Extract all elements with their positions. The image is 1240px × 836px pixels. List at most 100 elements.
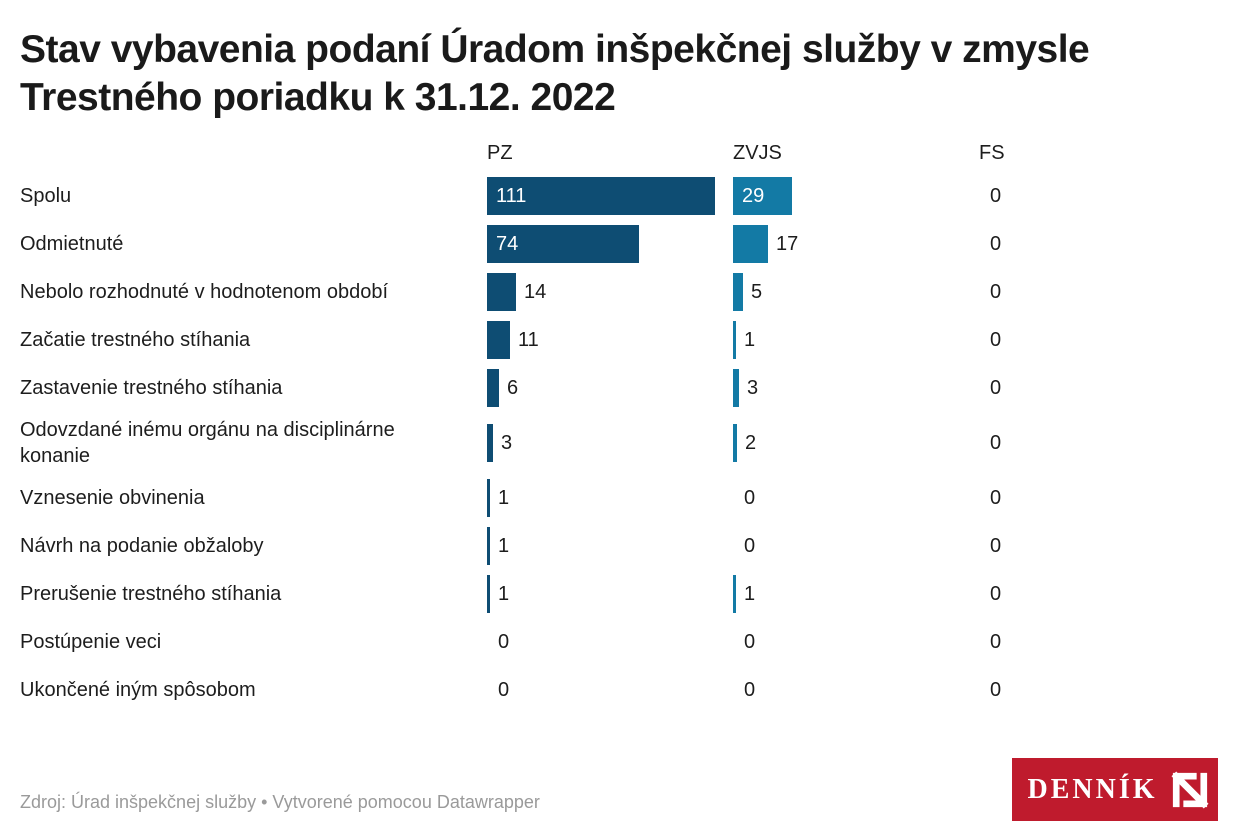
- chart-row: Ukončené iným spôsobom 0 0 0: [20, 666, 1240, 714]
- bar-cell-pz: 1: [487, 527, 733, 565]
- value-label: 1: [498, 486, 510, 509]
- column-header-fs: FS: [979, 142, 1005, 164]
- value-label: 0: [990, 486, 1002, 509]
- bar-pz: [487, 575, 490, 613]
- value-label: 0: [990, 630, 1002, 653]
- value-label: 11: [518, 328, 539, 351]
- chart-row: Odmietnuté 74 17 0: [20, 220, 1240, 268]
- bar-cell-pz: 74: [487, 225, 733, 263]
- bar-zvjs: 29: [733, 177, 792, 215]
- bar-cell-fs: 0: [979, 225, 1225, 263]
- value-label: 0: [990, 534, 1002, 557]
- category-label: Spolu: [20, 185, 72, 207]
- bar-cell-zvjs: 0: [733, 479, 979, 517]
- bar-cell-pz: 6: [487, 369, 733, 407]
- value-label: 0: [498, 678, 510, 701]
- bar-zvjs: [733, 424, 737, 462]
- value-label: 0: [990, 678, 1002, 701]
- value-label: 0: [744, 630, 756, 653]
- value-label: 6: [507, 376, 519, 399]
- bar-pz: [487, 424, 493, 462]
- category-label: Návrh na podanie obžaloby: [20, 535, 264, 557]
- dennik-n-icon: [1170, 770, 1209, 809]
- category-label: Začatie trestného stíhania: [20, 329, 251, 351]
- value-label: 111: [496, 184, 527, 207]
- value-label: 0: [990, 280, 1002, 303]
- chart-footer: Zdroj: Úrad inšpekčnej služby • Vytvoren…: [20, 758, 1218, 821]
- bar-cell-fs: 0: [979, 273, 1225, 311]
- bar-pz: [487, 479, 490, 517]
- chart-title: Stav vybavenia podaní Úradom inšpekčnej …: [20, 28, 1090, 119]
- bar-cell-pz: 1: [487, 479, 733, 517]
- category-label: Odovzdané inému orgánu na disciplinárne …: [20, 419, 395, 467]
- dennik-n-logo: DENNÍK: [1012, 758, 1218, 821]
- category-label: Vznesenie obvinenia: [20, 487, 205, 509]
- value-label: 0: [744, 678, 756, 701]
- column-headers: PZ ZVJS FS: [20, 142, 1240, 168]
- value-label: 2: [745, 431, 757, 454]
- bar-pz: [487, 369, 499, 407]
- bar-cell-fs: 0: [979, 479, 1225, 517]
- logo-wordmark: DENNÍK: [1027, 773, 1158, 805]
- bar-cell-zvjs: 1: [733, 321, 979, 359]
- bar-cell-fs: 0: [979, 527, 1225, 565]
- category-label: Prerušenie trestného stíhania: [20, 583, 282, 605]
- category-label: Ukončené iným spôsobom: [20, 679, 256, 701]
- value-label: 0: [744, 534, 756, 557]
- bar-pz: [487, 527, 490, 565]
- bar-cell-zvjs: 1: [733, 575, 979, 613]
- value-label: 0: [990, 232, 1002, 255]
- bar-cell-zvjs: 29: [733, 177, 979, 215]
- value-label: 1: [744, 328, 756, 351]
- bar-cell-pz: 0: [487, 623, 733, 661]
- bar-zvjs: [733, 575, 736, 613]
- column-header-pz: PZ: [487, 142, 513, 164]
- value-label: 0: [990, 582, 1002, 605]
- bar-pz: 111: [487, 177, 715, 215]
- bar-cell-pz: 3: [487, 424, 733, 462]
- bar-zvjs: [733, 273, 743, 311]
- bar-cell-pz: 14: [487, 273, 733, 311]
- bar-pz: [487, 273, 516, 311]
- bar-cell-zvjs: 0: [733, 671, 979, 709]
- bar-cell-zvjs: 2: [733, 424, 979, 462]
- value-label: 1: [744, 582, 756, 605]
- bar-cell-zvjs: 5: [733, 273, 979, 311]
- value-label: 74: [496, 232, 519, 255]
- bar-cell-pz: 1: [487, 575, 733, 613]
- value-label: 0: [990, 431, 1002, 454]
- category-label: Odmietnuté: [20, 233, 124, 255]
- bar-zvjs: [733, 321, 736, 359]
- chart-row: Postúpenie veci 0 0 0: [20, 618, 1240, 666]
- category-label: Zastavenie trestného stíhania: [20, 377, 283, 399]
- chart-row: Návrh na podanie obžaloby 1 0 0: [20, 522, 1240, 570]
- value-label: 17: [776, 232, 799, 255]
- value-label: 0: [990, 184, 1002, 207]
- bar-cell-fs: 0: [979, 575, 1225, 613]
- value-label: 3: [501, 431, 513, 454]
- bar-zvjs: [733, 225, 768, 263]
- bar-cell-fs: 0: [979, 623, 1225, 661]
- bar-pz: [487, 321, 510, 359]
- bar-cell-fs: 0: [979, 321, 1225, 359]
- category-label: Postúpenie veci: [20, 631, 162, 653]
- value-label: 0: [498, 630, 510, 653]
- chart-row: Nebolo rozhodnuté v hodnotenom období 14 5…: [20, 268, 1240, 316]
- bar-chart: PZ ZVJS FS Spolu 111 29 0 Odmietnuté 74 17 0 Neb…: [20, 142, 1240, 714]
- bar-cell-pz: 11: [487, 321, 733, 359]
- chart-row: Zastavenie trestného stíhania 6 3 0: [20, 364, 1240, 412]
- value-label: 1: [498, 534, 510, 557]
- source-line: Zdroj: Úrad inšpekčnej služby • Vytvoren…: [20, 792, 540, 812]
- bar-zvjs: [733, 369, 739, 407]
- value-label: 3: [747, 376, 759, 399]
- column-header-zvjs: ZVJS: [733, 142, 782, 164]
- value-label: 1: [498, 582, 510, 605]
- chart-rows: Spolu 111 29 0 Odmietnuté 74 17 0 Nebolo rozhodn…: [20, 172, 1240, 714]
- bar-cell-pz: 111: [487, 177, 733, 215]
- bar-cell-fs: 0: [979, 369, 1225, 407]
- bar-cell-zvjs: 0: [733, 527, 979, 565]
- value-label: 29: [742, 184, 765, 207]
- bar-cell-fs: 0: [979, 424, 1225, 462]
- bar-cell-fs: 0: [979, 671, 1225, 709]
